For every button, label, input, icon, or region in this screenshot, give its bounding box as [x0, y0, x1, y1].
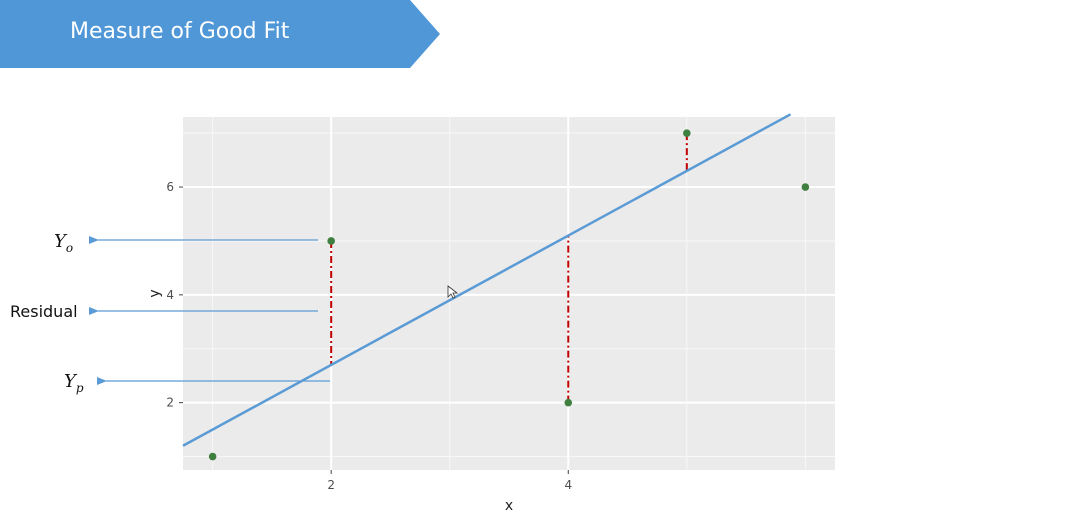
data-point — [327, 237, 335, 245]
residual-lines — [330, 133, 688, 403]
yp-main: Y — [64, 371, 78, 392]
x-axis-label: x — [505, 498, 513, 514]
svg-text:Yp: Yp — [64, 371, 84, 395]
data-point — [801, 183, 810, 191]
y-tick-label: 6 — [166, 180, 174, 194]
y-tick-label: 4 — [166, 288, 174, 302]
svg-text:Yo: Yo — [54, 231, 73, 255]
yo-main: Y — [54, 231, 68, 252]
data-points — [208, 129, 810, 461]
title-banner: Measure of Good Fit — [0, 0, 440, 68]
annotation-yp: Yp — [64, 371, 330, 395]
mouse-cursor-icon — [447, 285, 459, 299]
annotation-yo: Yo — [54, 231, 318, 255]
data-point — [564, 398, 573, 407]
y-axis-label: y — [147, 289, 163, 297]
plot-panel — [183, 117, 835, 470]
residual-label: Residual — [10, 302, 78, 321]
axis-ticks: 2 4 2 4 6 — [166, 180, 572, 492]
x-tick-label: 2 — [327, 478, 335, 492]
data-point — [683, 129, 691, 137]
slide-title: Measure of Good Fit — [70, 19, 290, 44]
annotation-residual: Residual — [10, 302, 318, 321]
yp-sub: p — [76, 381, 84, 395]
fit-line-group — [182, 113, 792, 447]
data-point — [208, 452, 217, 461]
yo-sub: o — [66, 241, 73, 255]
banner-shape — [0, 0, 440, 68]
regression-line — [182, 113, 792, 447]
x-tick-label: 4 — [564, 478, 572, 492]
y-tick-label: 2 — [166, 396, 174, 410]
